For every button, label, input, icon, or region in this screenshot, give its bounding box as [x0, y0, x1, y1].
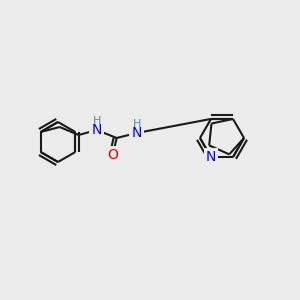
Text: H: H: [92, 116, 101, 126]
Text: N: N: [206, 150, 216, 164]
Text: O: O: [107, 148, 118, 162]
Text: N: N: [92, 123, 102, 137]
Text: H: H: [133, 119, 141, 129]
Text: N: N: [131, 126, 142, 140]
